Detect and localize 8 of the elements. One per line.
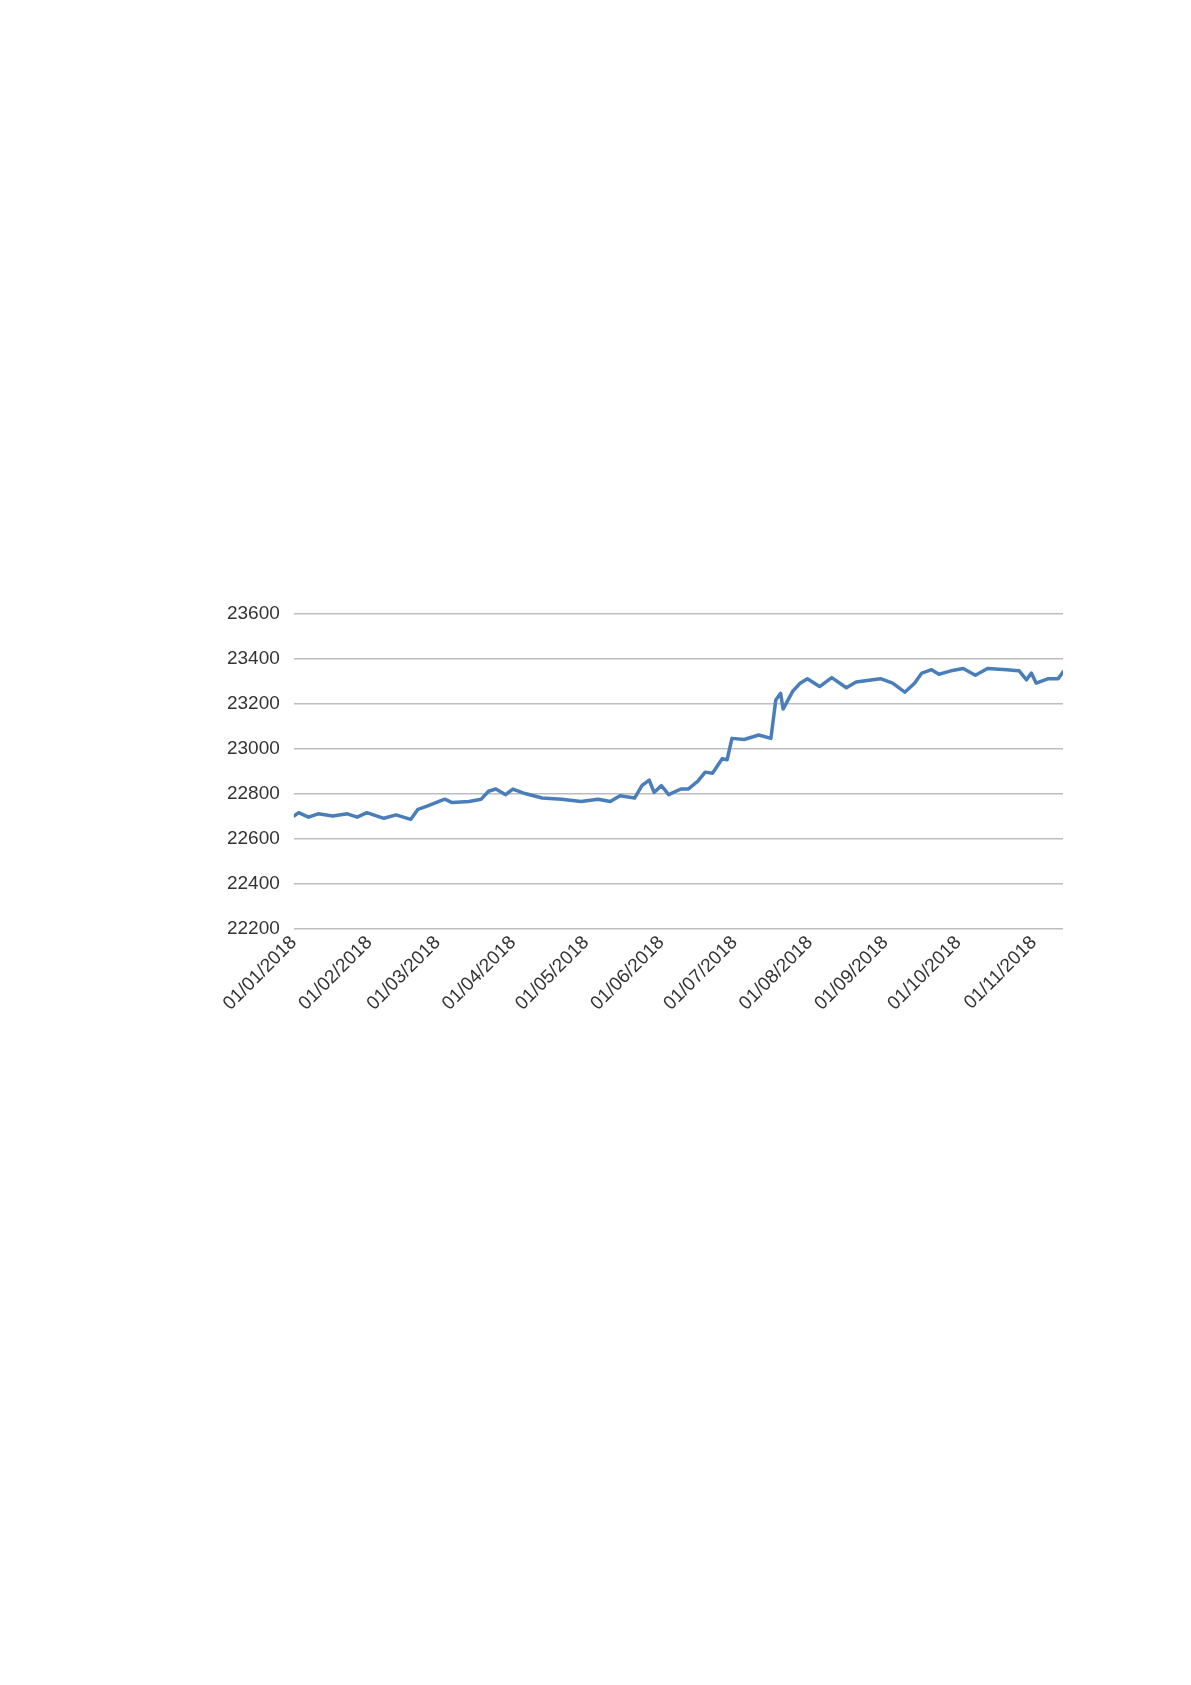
y-tick-label: 23400 bbox=[226, 646, 280, 668]
y-tick-label: 22600 bbox=[226, 826, 280, 848]
y-tick-label: 23000 bbox=[226, 736, 280, 758]
y-tick-label: 22200 bbox=[226, 916, 280, 938]
y-tick-label: 23200 bbox=[226, 691, 280, 713]
y-tick-label: 22800 bbox=[226, 781, 280, 803]
y-tick-label: 22400 bbox=[226, 871, 280, 893]
y-tick-label: 23600 bbox=[226, 601, 280, 623]
